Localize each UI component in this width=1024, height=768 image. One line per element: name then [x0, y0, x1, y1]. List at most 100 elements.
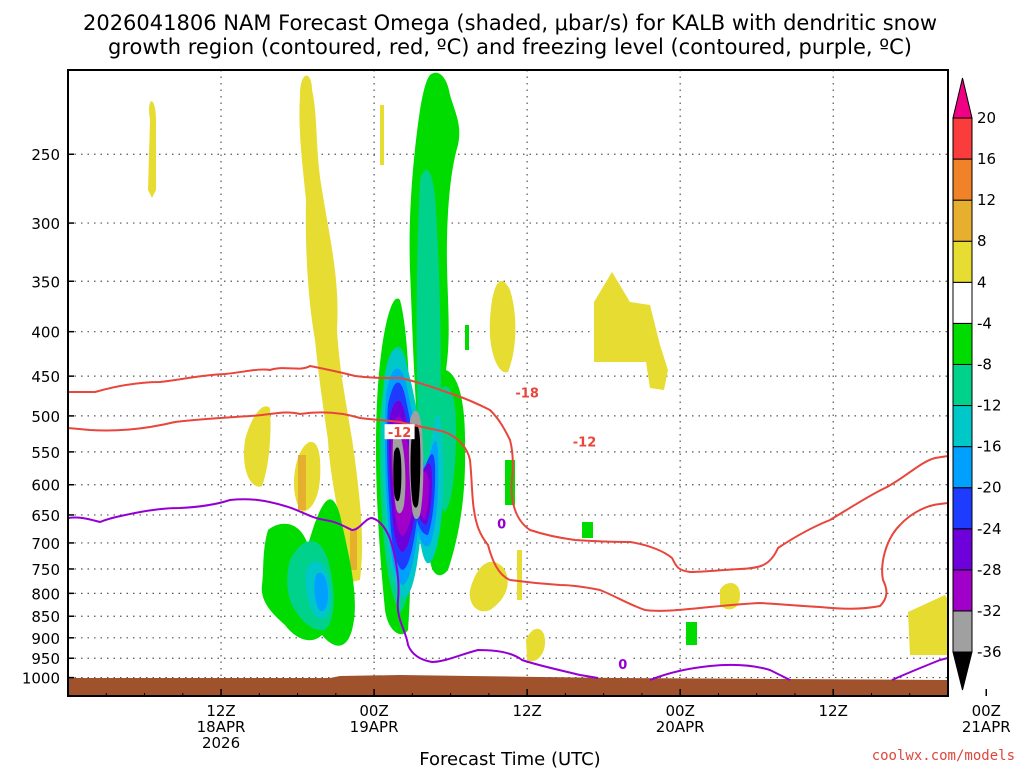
contour-label-background	[494, 515, 509, 531]
x-tick-label: 18APR	[197, 718, 246, 736]
y-tick-label: 800	[31, 585, 60, 603]
contour-labels: -18 -12 -12 -18 -12 0 0	[384, 384, 1024, 673]
omega-area-yellow	[148, 101, 156, 198]
x-tick-label: 2026	[202, 734, 240, 752]
x-tick-label: 21APR	[962, 718, 1011, 736]
contour-label-background	[512, 384, 543, 400]
omega-area-yellow	[469, 561, 508, 612]
colorbar-segment	[952, 117, 973, 160]
colorbar-segment	[952, 281, 973, 324]
colorbar-segment	[952, 446, 973, 489]
y-tick-label: 550	[31, 444, 60, 462]
colorbar: -36 -32 -28 -24 -20 -16 -12 -8 -4 4 8 12 16 20	[952, 77, 1002, 691]
y-tick-label: 950	[31, 650, 60, 668]
colorbar-level-label: -36	[977, 643, 1002, 661]
y-tick-label: 250	[31, 146, 60, 164]
omega-area-orange	[298, 455, 306, 510]
colorbar-high-arrow	[952, 77, 973, 119]
omega-area-yellow	[908, 595, 948, 655]
contour-label-background	[1003, 548, 1024, 563]
omega-area-orange	[350, 530, 357, 570]
colorbar-level-label: -16	[977, 438, 1002, 456]
contour-label: 0	[618, 658, 627, 673]
plot-background	[68, 70, 948, 696]
y-tick-label: 350	[31, 273, 60, 291]
terrain-fill	[68, 675, 948, 696]
omega-area-yellow	[380, 105, 384, 165]
colorbar-segment	[952, 405, 973, 448]
colorbar-level-label: -4	[977, 314, 992, 332]
credit-text: coolwx.com/models	[872, 748, 1015, 764]
omega-area-green	[686, 622, 697, 645]
contour-label-background	[569, 433, 600, 449]
y-tick-label: 700	[31, 535, 60, 553]
omega-area-yellow	[720, 583, 740, 610]
colorbar-segment	[952, 199, 973, 242]
omega-core-black	[410, 424, 421, 508]
colorbar-segment	[952, 487, 973, 530]
omega-area-yellow	[489, 281, 516, 373]
gridlines	[68, 70, 948, 696]
x-tick-label: 19APR	[350, 718, 399, 736]
colorbar-level-label: -32	[977, 602, 1002, 620]
colorbar-level-label: -12	[977, 397, 1002, 415]
plot-area: -18 -12 -12 -18 -12 0 0	[68, 70, 1024, 696]
colorbar-level-label: -20	[977, 479, 1002, 497]
x-tick-label: 12Z	[819, 702, 848, 720]
colorbar-segment	[952, 158, 973, 201]
omega-area-green	[465, 325, 469, 350]
colorbar-level-label: 12	[977, 191, 996, 209]
omega-area-yellow	[243, 406, 271, 487]
freezing-level-line	[891, 657, 948, 681]
y-tick-label: 750	[31, 561, 60, 579]
y-tick-label: 600	[31, 477, 60, 495]
y-tick-label: 500	[31, 408, 60, 426]
colorbar-level-label: 20	[977, 109, 996, 127]
y-tick-label: 450	[31, 368, 60, 386]
omega-area-yellow	[526, 628, 546, 662]
x-tick-label: 12Z	[512, 702, 541, 720]
colorbar-level-label: 8	[977, 232, 987, 250]
contour-label-background	[615, 656, 630, 672]
omega-area-green	[582, 522, 593, 538]
y-tick-label: 400	[31, 324, 60, 342]
chart-title-line-2: growth region (contoured, red, ºC) and f…	[108, 35, 912, 59]
colorbar-segment	[952, 610, 973, 653]
shaded-omega-field	[148, 72, 948, 662]
y-tick-label: 300	[31, 215, 60, 233]
isotherm-minus-18	[68, 364, 948, 574]
x-tick-label: 00Z	[359, 702, 388, 720]
contour-label: 0	[497, 518, 506, 533]
omega-core-black	[393, 447, 402, 502]
x-tick-label: 20APR	[656, 718, 705, 736]
contour-lines	[68, 364, 948, 681]
contour-label: -18	[1006, 550, 1024, 565]
freezing-level-line	[649, 663, 791, 681]
colorbar-low-arrow	[952, 651, 973, 691]
omega-area-lightblue	[314, 572, 328, 612]
colorbar-level-label: 4	[977, 273, 987, 291]
colorbar-level-label: -28	[977, 561, 1002, 579]
x-tick-label: 00Z	[665, 702, 694, 720]
plot-frame	[67, 69, 949, 697]
isotherm-minus-12	[68, 411, 948, 612]
omega-area-yellow	[594, 272, 668, 390]
contour-label-background	[384, 424, 415, 440]
axes: 2503003504004505005506006507007508008509…	[22, 146, 1011, 752]
colorbar-segment	[952, 363, 973, 407]
omega-area-yellow	[517, 550, 522, 600]
colorbar-segment	[952, 322, 973, 365]
y-tick-label: 650	[31, 507, 60, 525]
y-tick-label: 900	[31, 630, 60, 648]
colorbar-segment	[952, 240, 973, 283]
contour-label: -12	[573, 435, 597, 450]
colorbar-level-label: 16	[977, 150, 996, 168]
x-axis-label: Forecast Time (UTC)	[419, 749, 600, 768]
contour-label: -18	[515, 387, 539, 402]
colorbar-segment	[952, 569, 973, 612]
colorbar-level-label: -8	[977, 355, 992, 373]
y-tick-label: 1000	[22, 670, 60, 688]
x-tick-label: 00Z	[972, 702, 1001, 720]
chart-title-line-1: 2026041806 NAM Forecast Omega (shaded, μ…	[83, 11, 937, 35]
